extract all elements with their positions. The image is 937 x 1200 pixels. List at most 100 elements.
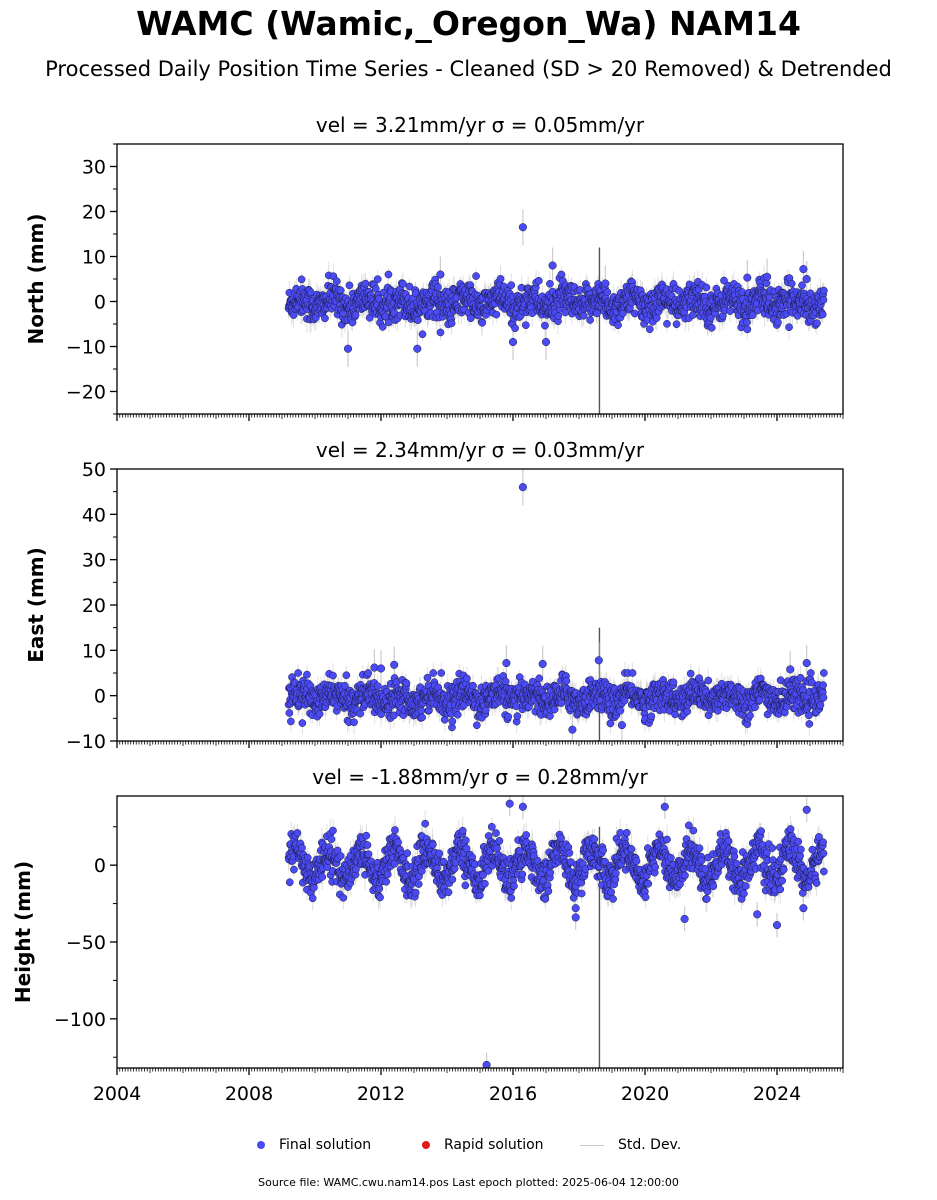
data-point <box>356 709 364 718</box>
data-point <box>436 328 445 337</box>
data-point <box>593 309 601 318</box>
page-subtitle: Processed Daily Position Time Series - C… <box>45 57 892 81</box>
data-point <box>321 314 329 323</box>
data-point <box>364 669 373 677</box>
data-point <box>579 311 588 320</box>
outlier-point <box>508 337 518 347</box>
data-point <box>285 709 294 717</box>
data-point <box>645 325 654 334</box>
data-point <box>663 319 671 328</box>
data-point <box>702 283 711 292</box>
data-point <box>818 310 827 319</box>
data-point <box>329 671 337 680</box>
data-point <box>466 314 475 323</box>
data-point <box>405 282 414 291</box>
outlier-point <box>541 337 551 347</box>
outlier-point <box>743 273 752 282</box>
data-point <box>423 673 432 682</box>
data-point <box>437 669 446 677</box>
data-point <box>414 316 422 325</box>
data-point <box>813 319 821 328</box>
outlier-point <box>763 272 772 281</box>
data-point <box>399 279 407 288</box>
east-plot-area <box>284 469 828 741</box>
y-tick-label: 0 <box>94 292 106 314</box>
data-point <box>345 281 354 290</box>
data-point <box>478 318 487 327</box>
data-point <box>287 717 295 726</box>
data-point <box>448 717 457 726</box>
data-point <box>546 279 554 288</box>
data-point <box>819 296 828 304</box>
data-point <box>707 323 716 332</box>
data-point <box>342 671 351 680</box>
data-point <box>726 307 734 315</box>
data-point <box>774 318 782 327</box>
data-point <box>418 713 426 722</box>
north-panel-title: vel = 3.21mm/yr σ = 0.05mm/yr <box>316 113 645 137</box>
data-point <box>384 270 393 279</box>
data-point <box>720 276 728 285</box>
data-point <box>303 670 311 679</box>
data-point <box>378 322 387 331</box>
outlier-point <box>436 270 445 279</box>
data-point <box>340 681 349 690</box>
data-point <box>447 319 456 328</box>
data-point <box>336 286 345 295</box>
y-tick-label: 30 <box>82 157 106 179</box>
outlier-point <box>518 223 527 232</box>
north-y-axis-label: North (mm) <box>24 213 48 344</box>
data-point <box>433 283 442 292</box>
outlier-point <box>601 279 610 288</box>
data-point <box>373 275 382 284</box>
data-point <box>417 706 426 715</box>
east-points <box>284 483 828 734</box>
north-points <box>284 223 828 353</box>
page-title: WAMC (Wamic,_Oregon_Wa) NAM14 <box>136 4 801 43</box>
data-point <box>350 718 358 727</box>
y-tick-label: 20 <box>82 202 106 224</box>
data-point <box>541 321 549 330</box>
outlier-point <box>802 274 811 284</box>
data-point <box>373 682 382 691</box>
outlier-point <box>548 261 557 270</box>
data-point <box>785 323 793 332</box>
data-point <box>298 719 307 727</box>
data-point <box>798 281 806 290</box>
data-point <box>675 286 684 295</box>
data-point <box>557 270 566 279</box>
outlier-point <box>413 344 422 353</box>
outlier-point <box>799 265 808 274</box>
outlier-point <box>343 344 353 353</box>
data-point <box>315 710 324 718</box>
data-point <box>294 669 303 677</box>
data-point <box>492 310 501 319</box>
data-point <box>586 316 594 324</box>
data-point <box>743 325 752 334</box>
data-point <box>507 281 516 289</box>
data-point <box>453 710 462 719</box>
panel-north: −20 −10 0 10 20 30 vel = 3.21mm/yr σ = 0.05mm/… <box>24 113 844 421</box>
data-point <box>402 679 411 687</box>
y-tick-label: 10 <box>82 247 106 269</box>
north-plot-area <box>284 209 828 414</box>
data-point <box>820 286 828 295</box>
data-point <box>496 275 505 283</box>
data-point <box>743 318 751 327</box>
data-point <box>534 276 543 285</box>
data-point <box>351 311 360 320</box>
data-point <box>614 321 622 330</box>
data-point <box>418 330 427 339</box>
data-point <box>554 312 563 320</box>
data-point <box>361 279 370 288</box>
data-point <box>631 309 639 318</box>
y-tick-label: −20 <box>66 382 106 404</box>
data-point <box>652 314 661 322</box>
data-point <box>297 275 306 284</box>
data-point <box>672 320 681 329</box>
data-point <box>511 324 519 333</box>
data-point <box>332 277 341 286</box>
data-point <box>748 311 757 320</box>
data-point <box>787 279 796 288</box>
